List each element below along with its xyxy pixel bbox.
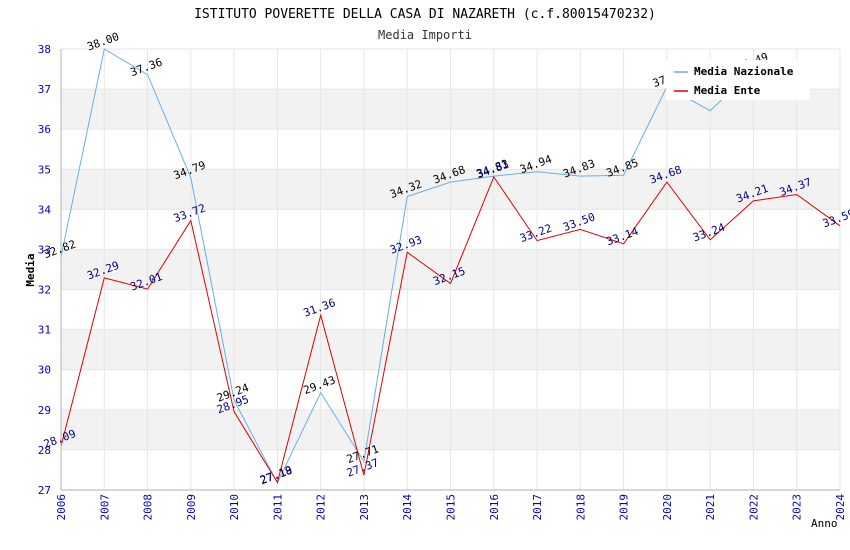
data-label-media-ente: 33.59 — [821, 207, 850, 231]
data-label-media-nazionale: 29.43 — [302, 374, 338, 398]
y-tick-label: 27 — [38, 484, 51, 497]
x-tick-label: 2010 — [228, 494, 241, 521]
gridlines — [60, 48, 841, 491]
y-tick-label: 30 — [38, 364, 51, 377]
data-label-media-nazionale: 38.00 — [85, 30, 121, 54]
x-tick-label: 2020 — [661, 494, 674, 521]
data-label-media-ente: 33.24 — [691, 221, 727, 245]
legend-label-media-ente: Media Ente — [694, 84, 761, 97]
axes — [60, 49, 840, 491]
x-tick-label: 2018 — [574, 494, 587, 521]
legend-box — [666, 60, 810, 100]
chart-title: ISTITUTO POVERETTE DELLA CASA DI NAZARET… — [194, 7, 656, 22]
series-line-media-ente — [60, 175, 841, 484]
series-lines — [60, 48, 841, 484]
x-tick-label: 2012 — [315, 494, 328, 521]
data-label-media-ente: 33.50 — [561, 210, 597, 234]
legend-label-media-nazionale: Media Nazionale — [694, 65, 794, 78]
x-tick-labels: 2006 2007 2008 2009 2010 2011 2012 2013 2014 2015… — [55, 494, 847, 521]
x-axis-label: Anno — [811, 517, 838, 530]
data-label-media-ente: 33.14 — [605, 225, 641, 249]
x-tick-label: 2024 — [834, 494, 847, 521]
x-tick-label: 2013 — [358, 494, 371, 521]
x-tick-label: 2023 — [791, 494, 804, 521]
x-tick-label: 2006 — [55, 494, 68, 521]
x-tick-label: 2008 — [142, 494, 155, 521]
y-tick-labels: 27 28 29 30 31 32 33 34 35 36 37 38 — [38, 43, 52, 497]
y-tick-label: 34 — [38, 203, 52, 216]
series-line-media-nazionale — [60, 48, 754, 484]
y-tick-label: 31 — [38, 324, 51, 337]
x-tick-label: 2017 — [531, 494, 544, 521]
x-tick-label: 2016 — [488, 494, 501, 521]
y-tick-label: 37 — [38, 83, 51, 96]
data-label-media-ente: 27.19 — [258, 463, 294, 487]
data-label-media-nazionale: 37.36 — [129, 56, 165, 80]
y-tick-label: 28 — [38, 444, 51, 457]
x-tick-label: 2009 — [185, 494, 198, 521]
x-tick-label: 2022 — [747, 494, 760, 521]
x-tick-label: 2021 — [704, 494, 717, 521]
y-tick-label: 33 — [38, 243, 51, 256]
y-tick-label: 32 — [38, 284, 51, 297]
chart-subtitle: Media Importi — [378, 28, 472, 42]
y-tick-label: 29 — [38, 404, 51, 417]
y-tick-label: 38 — [38, 43, 51, 56]
x-tick-label: 2015 — [445, 494, 458, 521]
y-tick-label: 36 — [38, 123, 51, 136]
data-label-media-ente: 31.36 — [302, 296, 338, 320]
x-tick-label: 2019 — [618, 494, 631, 521]
y-tick-label: 35 — [38, 163, 51, 176]
y-axis-label: Media — [24, 253, 37, 286]
data-label-media-ente: 33.22 — [518, 222, 554, 246]
x-tick-label: 2011 — [271, 494, 284, 521]
legend: Media Nazionale Media Ente — [666, 60, 810, 100]
x-tick-label: 2007 — [98, 494, 111, 521]
x-tick-label: 2014 — [401, 494, 414, 521]
